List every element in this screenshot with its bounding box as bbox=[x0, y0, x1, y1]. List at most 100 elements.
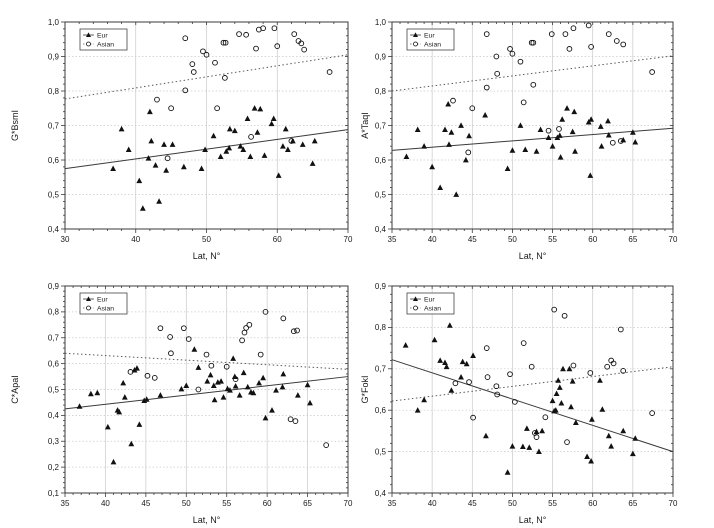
eur-data-point bbox=[431, 336, 438, 343]
legend-box bbox=[406, 28, 455, 51]
eur-data-point bbox=[294, 392, 301, 398]
gridlines bbox=[65, 22, 348, 229]
legend-asian-marker bbox=[86, 41, 91, 47]
asian-data-point bbox=[195, 386, 202, 393]
asian-data-point bbox=[649, 410, 655, 416]
x-tick-label: 70 bbox=[344, 499, 353, 508]
eur-data-point bbox=[240, 146, 247, 153]
eur-data-point bbox=[629, 450, 636, 457]
asian-data-point bbox=[564, 439, 570, 445]
legend-eur-marker bbox=[86, 32, 91, 37]
y-tick-label: 0,9 bbox=[48, 282, 60, 291]
eur-data-point bbox=[572, 148, 578, 154]
eur-data-point bbox=[237, 143, 244, 149]
eur-data-point bbox=[482, 112, 489, 118]
asian-data-point bbox=[570, 362, 577, 369]
y-tick-label: 0,6 bbox=[375, 156, 387, 165]
eur-data-point bbox=[279, 383, 286, 390]
eur-data-point bbox=[118, 125, 125, 132]
asian-data-point bbox=[507, 371, 513, 378]
x-tick-label: 65 bbox=[303, 499, 312, 508]
eur-data-point bbox=[402, 342, 409, 348]
eur-data-point bbox=[204, 378, 211, 384]
axis-ticks bbox=[61, 285, 349, 497]
y-tick-label: 0,7 bbox=[48, 121, 60, 130]
eur-data-point bbox=[470, 352, 476, 358]
asian-data-point bbox=[511, 399, 518, 405]
asian-data-point bbox=[588, 43, 594, 50]
asian-data-point bbox=[243, 31, 249, 38]
legend-asian-marker bbox=[413, 41, 418, 47]
eur-data-point bbox=[231, 127, 238, 134]
eur-data-point bbox=[572, 419, 579, 426]
axis-ticks bbox=[388, 21, 674, 233]
eur-data-point bbox=[121, 394, 128, 400]
asian-data-point bbox=[298, 40, 305, 47]
asian-data-point bbox=[520, 340, 527, 346]
eur-data-point bbox=[250, 389, 257, 396]
eur-data-point bbox=[236, 392, 243, 398]
eur-data-point bbox=[560, 365, 566, 372]
asian-data-point bbox=[232, 376, 239, 383]
x-tick-label: 55 bbox=[548, 235, 557, 244]
eur-data-point bbox=[156, 198, 162, 204]
x-tick-label: 35 bbox=[61, 499, 70, 508]
asian-data-point bbox=[465, 149, 472, 156]
x-tick-label: 35 bbox=[388, 235, 397, 244]
asian-data-point bbox=[561, 312, 568, 319]
eur-data-point bbox=[226, 125, 233, 132]
eur-data-point bbox=[458, 373, 464, 380]
eur-data-point bbox=[157, 392, 164, 398]
eur-data-point bbox=[227, 387, 233, 393]
eur-data-point bbox=[536, 448, 542, 454]
eur-data-point bbox=[244, 383, 251, 390]
eur-data-point bbox=[269, 407, 275, 413]
eur-data-point bbox=[87, 390, 94, 397]
legend: Eur Asian bbox=[406, 292, 455, 315]
eur-data-point bbox=[152, 162, 159, 168]
asian-data-point bbox=[200, 48, 206, 55]
asian-data-point bbox=[151, 375, 158, 381]
eur-data-point bbox=[553, 390, 560, 397]
asian-data-point bbox=[545, 127, 552, 134]
asian-data-point bbox=[470, 414, 476, 421]
y-tick-label: 0,8 bbox=[48, 308, 60, 317]
eur-data-point bbox=[232, 383, 239, 389]
asian-data-point bbox=[533, 434, 540, 440]
asian-data-point bbox=[551, 306, 558, 313]
x-tick-label: 60 bbox=[588, 499, 597, 508]
asian-data-point bbox=[260, 25, 266, 32]
asian-data-point bbox=[494, 391, 501, 398]
y-tick-label: 0,7 bbox=[48, 334, 60, 343]
eur-data-point bbox=[211, 396, 218, 403]
eur-data-point bbox=[104, 423, 111, 430]
eur-data-point bbox=[125, 146, 132, 153]
eur-data-point bbox=[453, 191, 460, 197]
x-tick-label: 50 bbox=[202, 235, 211, 244]
legend-box bbox=[79, 28, 128, 51]
eur-data-point bbox=[110, 165, 117, 172]
chart-ataqi-svg: 35 40 45 50 55 60 65 70 0,4 0,5 0,6 0,7 0,8 0,9 1,0 Lat… bbox=[360, 18, 678, 261]
eur-data-point bbox=[260, 374, 266, 381]
legend-asian-label: Asian bbox=[424, 42, 441, 49]
eur-data-point bbox=[539, 427, 546, 434]
asian-data-point bbox=[450, 97, 456, 104]
legend-eur-label: Eur bbox=[97, 33, 108, 40]
asian-data-point bbox=[189, 61, 196, 67]
eur-data-point bbox=[161, 141, 167, 147]
eur-data-point bbox=[202, 146, 208, 153]
x-tick-label: 40 bbox=[101, 499, 110, 508]
x-tick-label: 70 bbox=[669, 499, 678, 508]
chart-gfoki-svg: 35 40 45 50 55 60 65 70 0,4 0,5 0,6 0,7 0,8 0,9 Lat, N… bbox=[360, 282, 678, 525]
legend-asian-label: Asian bbox=[97, 306, 114, 313]
eur-data-point bbox=[223, 148, 230, 154]
asian-data-point bbox=[203, 351, 210, 358]
eur-data-point bbox=[282, 125, 289, 132]
asian-data-point bbox=[520, 99, 527, 106]
asian-data-point bbox=[182, 35, 189, 42]
x-axis-label: Lat, N° bbox=[519, 251, 547, 261]
asian-data-point bbox=[181, 325, 187, 332]
x-tick-label: 40 bbox=[428, 499, 437, 508]
x-tick-label: 70 bbox=[669, 235, 678, 244]
x-tick-label: 35 bbox=[388, 499, 397, 508]
